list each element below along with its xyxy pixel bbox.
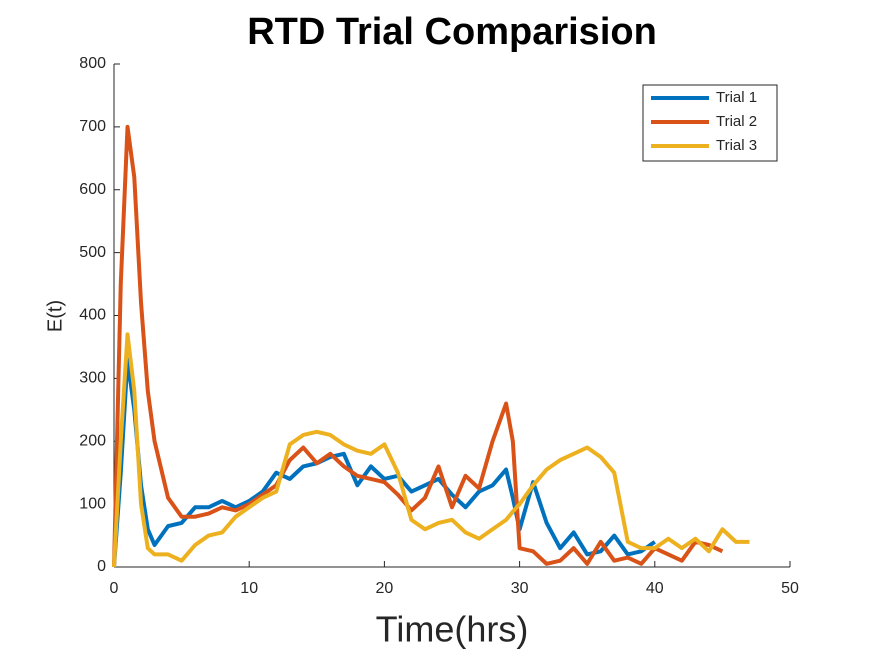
legend-label: Trial 2 (716, 113, 757, 130)
x-tick-label: 20 (376, 580, 394, 597)
y-tick-label: 800 (79, 55, 106, 72)
x-tick-label: 30 (511, 580, 529, 597)
y-tick-label: 0 (97, 558, 106, 575)
x-axis-label: Time(hrs) (376, 609, 529, 650)
legend-label: Trial 3 (716, 137, 757, 154)
x-tick-label: 50 (781, 580, 799, 597)
y-tick-label: 600 (79, 181, 106, 198)
y-tick-label: 400 (79, 307, 106, 324)
chart-title: RTD Trial Comparision (247, 11, 657, 53)
legend: Trial 1 Trial 2 Trial 3 (642, 84, 778, 162)
y-tick-label: 300 (79, 370, 106, 387)
y-tick-label: 200 (79, 432, 106, 449)
x-tick-label: 40 (646, 580, 664, 597)
series-line (112, 332, 750, 568)
y-tick-label: 100 (79, 495, 106, 512)
x-tick-label: 10 (240, 580, 258, 597)
y-tick-label: 500 (79, 244, 106, 261)
y-tick-label: 700 (79, 118, 106, 135)
y-axis-label: E(t) (44, 300, 66, 332)
x-tick-label: 0 (110, 580, 119, 597)
legend-label: Trial 1 (716, 89, 757, 106)
series-line (112, 357, 656, 568)
